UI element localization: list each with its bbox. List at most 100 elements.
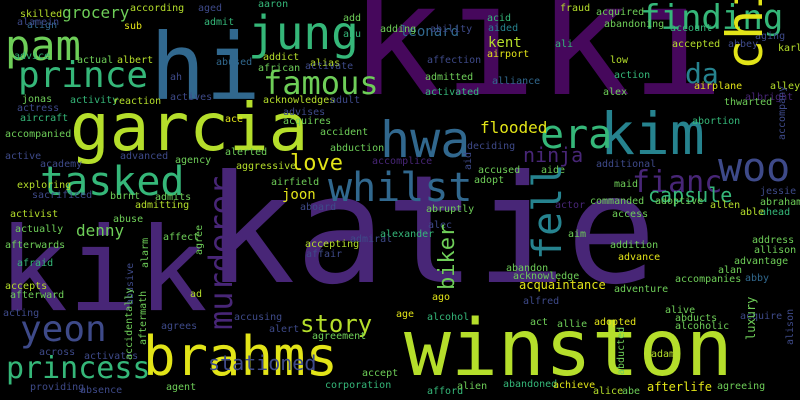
word: alcohol: [427, 312, 470, 323]
word: activates: [84, 351, 139, 362]
word: acknowledges: [263, 95, 336, 106]
word: action: [614, 70, 651, 81]
word: across: [39, 347, 76, 358]
word: whilst: [328, 165, 473, 211]
word: afterlife: [647, 380, 713, 394]
word: accept: [362, 368, 399, 379]
word: brahms: [143, 325, 339, 388]
word: active: [5, 151, 42, 162]
word: agent: [166, 382, 197, 393]
word: abduction: [330, 143, 385, 154]
word: albert: [117, 55, 154, 66]
word: account: [670, 23, 713, 34]
word: princess: [6, 351, 151, 386]
word: accepted: [672, 39, 721, 50]
word: kik: [0, 203, 208, 338]
word: admiral: [350, 234, 393, 245]
word: reaction: [113, 96, 162, 107]
word: abortion: [692, 116, 741, 127]
word: accompany: [777, 85, 788, 140]
word: ad: [190, 289, 203, 300]
word: abu: [343, 29, 362, 40]
word: abraham: [760, 197, 800, 208]
word: acid: [487, 13, 512, 24]
word: airfield: [271, 177, 320, 188]
word: agree: [194, 224, 205, 255]
word: murderer: [202, 175, 240, 330]
word: agreement: [312, 331, 367, 342]
word: alert: [269, 324, 300, 335]
word: advanced: [120, 151, 169, 162]
word: accepting: [305, 239, 360, 250]
word: airplane: [694, 81, 743, 92]
word: alias: [310, 58, 341, 69]
word: align: [27, 20, 58, 31]
word: afford: [427, 386, 464, 397]
word: agrees: [161, 321, 198, 332]
word: capsule: [648, 183, 733, 207]
word: adam: [651, 349, 676, 360]
word: jessie: [760, 186, 797, 197]
word: affect: [163, 232, 200, 243]
word: additional: [596, 159, 657, 170]
word: actress: [17, 103, 60, 114]
word: exploring: [17, 180, 72, 191]
word: afterward: [10, 290, 65, 301]
word: ahead: [760, 207, 791, 218]
word: address: [752, 235, 795, 246]
word: biker: [435, 223, 460, 290]
word: alamein: [17, 17, 60, 28]
word: agency: [175, 155, 212, 166]
word: fraud: [560, 3, 591, 14]
word: hi: [150, 14, 261, 121]
word: adopted: [594, 317, 637, 328]
word: actual: [77, 55, 114, 66]
word: maid: [614, 179, 639, 190]
word: commanded: [590, 196, 645, 207]
word: fell: [525, 163, 571, 260]
word: abby: [745, 273, 770, 284]
word: ability: [430, 24, 473, 35]
word: jonas: [22, 94, 53, 105]
word: alive: [665, 305, 696, 316]
word: story: [300, 310, 373, 338]
word: leonard: [400, 24, 460, 40]
word: advises: [283, 107, 326, 118]
word: afraid: [17, 258, 54, 269]
word: alan: [718, 265, 743, 276]
word: woo: [718, 145, 791, 191]
word: kiki: [349, 0, 725, 131]
word: adult: [330, 95, 361, 106]
word: airport: [487, 49, 530, 60]
word: admitted: [425, 72, 474, 83]
word: activate: [305, 61, 354, 72]
word: admit: [204, 17, 235, 28]
word: stationed: [208, 351, 317, 375]
word: fianc: [632, 165, 723, 200]
word: abbey: [728, 39, 759, 50]
word: aboard: [300, 202, 337, 213]
word: providing: [30, 382, 85, 393]
word: allen: [710, 200, 741, 211]
word: winston: [404, 304, 733, 394]
word: accusing: [234, 312, 283, 323]
word: aircraft: [20, 113, 69, 124]
word: kent: [488, 35, 522, 51]
word: affair: [306, 249, 343, 260]
word: abducted: [616, 326, 627, 375]
word: ace: [225, 114, 244, 125]
word: skilled: [20, 9, 63, 20]
word: addition: [610, 240, 659, 251]
word: aftermath: [138, 290, 149, 345]
word: accomplice: [372, 156, 433, 167]
word: actually: [15, 224, 64, 235]
word: alexander: [380, 229, 435, 240]
word: adoptive: [655, 196, 704, 207]
word: abused: [216, 57, 253, 68]
word: aged: [198, 3, 223, 14]
word: accident: [320, 127, 369, 138]
word: abruptly: [426, 204, 475, 215]
word: alcoholic: [675, 321, 730, 332]
word: academy: [40, 159, 83, 170]
